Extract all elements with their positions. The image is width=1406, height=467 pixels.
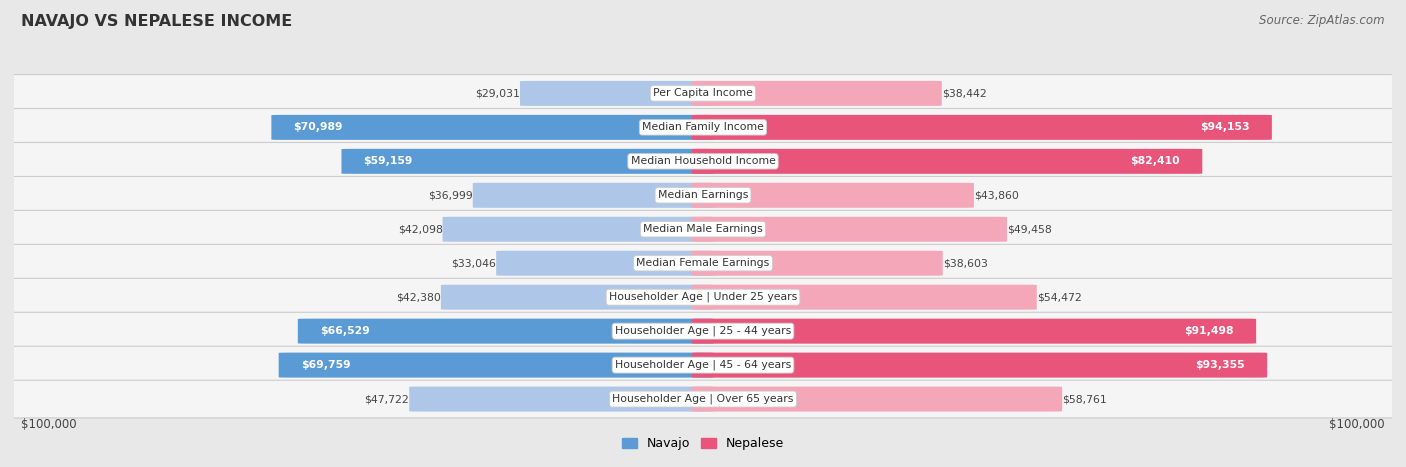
Text: Householder Age | Over 65 years: Householder Age | Over 65 years xyxy=(612,394,794,404)
FancyBboxPatch shape xyxy=(0,177,1406,214)
Text: $93,355: $93,355 xyxy=(1195,360,1246,370)
FancyBboxPatch shape xyxy=(409,387,714,411)
FancyBboxPatch shape xyxy=(0,244,1406,282)
FancyBboxPatch shape xyxy=(692,318,1256,344)
FancyBboxPatch shape xyxy=(520,81,714,106)
Text: $33,046: $33,046 xyxy=(451,258,496,268)
Text: Median Male Earnings: Median Male Earnings xyxy=(643,224,763,234)
FancyBboxPatch shape xyxy=(0,75,1406,112)
Text: Median Earnings: Median Earnings xyxy=(658,190,748,200)
Text: $38,442: $38,442 xyxy=(942,88,987,99)
Text: $43,860: $43,860 xyxy=(974,190,1019,200)
FancyBboxPatch shape xyxy=(0,312,1406,350)
Text: Median Family Income: Median Family Income xyxy=(643,122,763,132)
Text: $69,759: $69,759 xyxy=(301,360,350,370)
Text: $49,458: $49,458 xyxy=(1007,224,1052,234)
Text: Householder Age | 45 - 64 years: Householder Age | 45 - 64 years xyxy=(614,360,792,370)
FancyBboxPatch shape xyxy=(692,353,1267,378)
Text: Householder Age | 25 - 44 years: Householder Age | 25 - 44 years xyxy=(614,326,792,336)
Text: $100,000: $100,000 xyxy=(1330,418,1385,431)
FancyBboxPatch shape xyxy=(278,353,714,378)
FancyBboxPatch shape xyxy=(0,278,1406,316)
Text: $94,153: $94,153 xyxy=(1201,122,1250,132)
Text: $70,989: $70,989 xyxy=(294,122,343,132)
Text: $82,410: $82,410 xyxy=(1130,156,1180,166)
Text: Per Capita Income: Per Capita Income xyxy=(652,88,754,99)
Text: $58,761: $58,761 xyxy=(1062,394,1107,404)
FancyBboxPatch shape xyxy=(692,285,1036,310)
Text: $42,380: $42,380 xyxy=(396,292,441,302)
FancyBboxPatch shape xyxy=(472,183,714,208)
Text: $91,498: $91,498 xyxy=(1185,326,1234,336)
FancyBboxPatch shape xyxy=(0,380,1406,418)
FancyBboxPatch shape xyxy=(342,149,714,174)
Text: Median Female Earnings: Median Female Earnings xyxy=(637,258,769,268)
Text: $38,603: $38,603 xyxy=(943,258,987,268)
FancyBboxPatch shape xyxy=(0,108,1406,146)
Text: Householder Age | Under 25 years: Householder Age | Under 25 years xyxy=(609,292,797,303)
FancyBboxPatch shape xyxy=(692,115,1272,140)
Text: Source: ZipAtlas.com: Source: ZipAtlas.com xyxy=(1260,14,1385,27)
FancyBboxPatch shape xyxy=(271,115,714,140)
FancyBboxPatch shape xyxy=(692,149,1202,174)
FancyBboxPatch shape xyxy=(0,211,1406,248)
Legend: Navajo, Nepalese: Navajo, Nepalese xyxy=(617,432,789,455)
Text: NAVAJO VS NEPALESE INCOME: NAVAJO VS NEPALESE INCOME xyxy=(21,14,292,29)
Text: $36,999: $36,999 xyxy=(427,190,472,200)
Text: $66,529: $66,529 xyxy=(319,326,370,336)
Text: $100,000: $100,000 xyxy=(21,418,76,431)
FancyBboxPatch shape xyxy=(0,346,1406,384)
FancyBboxPatch shape xyxy=(298,318,714,344)
FancyBboxPatch shape xyxy=(692,387,1062,411)
FancyBboxPatch shape xyxy=(443,217,714,242)
Text: $47,722: $47,722 xyxy=(364,394,409,404)
FancyBboxPatch shape xyxy=(0,142,1406,180)
FancyBboxPatch shape xyxy=(496,251,714,276)
Text: $59,159: $59,159 xyxy=(364,156,413,166)
FancyBboxPatch shape xyxy=(441,285,714,310)
FancyBboxPatch shape xyxy=(692,81,942,106)
Text: $54,472: $54,472 xyxy=(1036,292,1081,302)
FancyBboxPatch shape xyxy=(692,251,943,276)
FancyBboxPatch shape xyxy=(692,183,974,208)
Text: $29,031: $29,031 xyxy=(475,88,520,99)
Text: Median Household Income: Median Household Income xyxy=(630,156,776,166)
FancyBboxPatch shape xyxy=(692,217,1007,242)
Text: $42,098: $42,098 xyxy=(398,224,443,234)
